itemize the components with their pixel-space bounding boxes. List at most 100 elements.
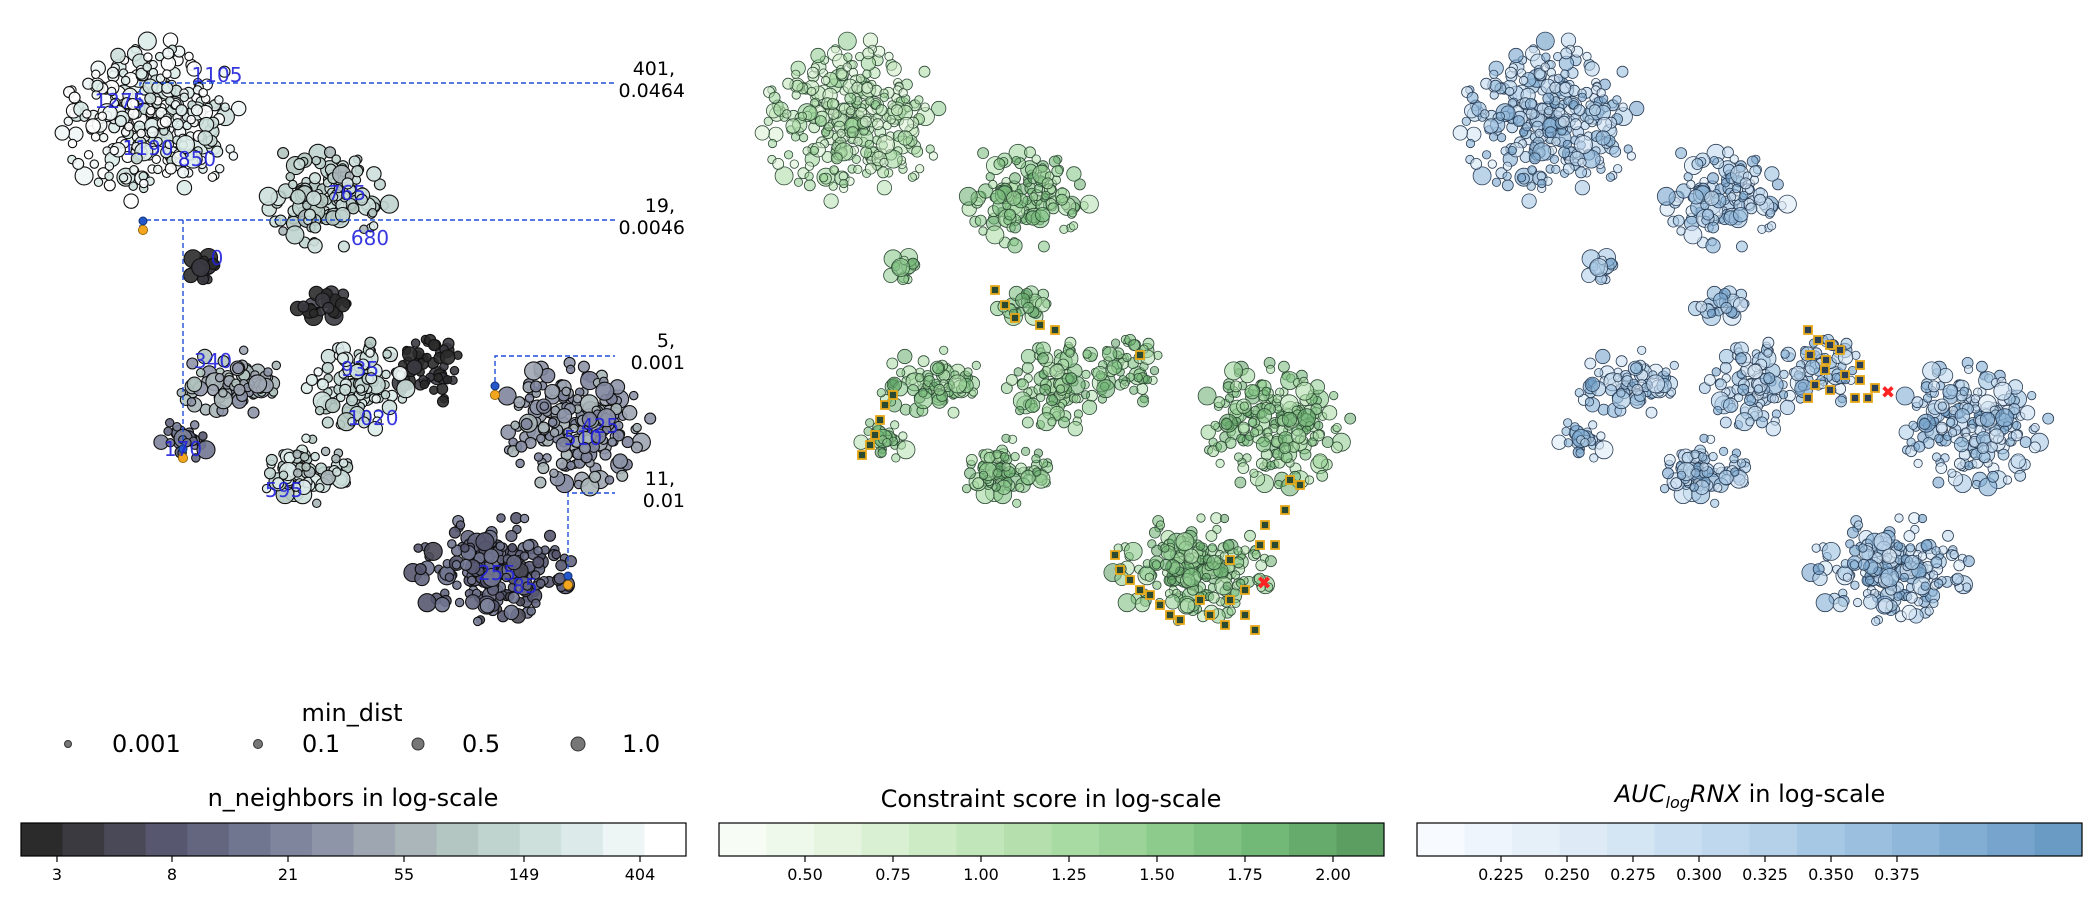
auc-point-marker [1803,325,1813,335]
scatter-point [1893,541,1903,551]
scatter-point [339,383,352,396]
scatter-point [1059,224,1069,234]
scatter-point [876,388,886,398]
scatter-point [433,372,444,383]
scatter-point [1236,433,1246,444]
scatter-point [964,467,976,480]
scatter-point [2012,420,2022,431]
scatter-point [896,440,916,460]
scatter-point [1133,372,1143,383]
scatter-point [120,75,131,86]
colorbar-title-auc: AUClogRNX in log-scale [1613,780,1885,812]
scatter-point [338,458,349,468]
scatter-point [164,139,175,150]
scatter-point [1736,240,1748,253]
scatter-point [1922,361,1941,381]
scatter-point [1618,102,1628,112]
scatter-point [323,146,337,159]
scatter-point [1501,179,1514,192]
scatter-point [513,396,526,409]
auc-point-marker [1825,385,1835,395]
scatter-point [143,52,153,62]
scatter-point [886,61,902,77]
scatter-point [164,162,177,175]
colorbar-tick-label: 404 [625,865,656,884]
scatter-point [1210,420,1220,430]
scatter-point [1612,95,1622,105]
scatter-point [1541,52,1551,62]
scatter-point [572,393,583,404]
scatter-point [313,367,323,377]
scatter-point [804,171,814,181]
scatter-point [1849,560,1860,570]
scatter-point [886,376,903,392]
scatter-point [1779,369,1789,379]
scatter-point [1762,336,1775,349]
selected-point [138,216,148,226]
scatter-point [1954,457,1966,470]
auc-point-marker [1863,393,1873,403]
scatter-point [1489,69,1499,79]
scatter-point [1215,458,1225,468]
scatter-point [1727,192,1737,202]
scatter-point [1778,194,1797,214]
scatter-point [1239,401,1249,411]
constraint-point-marker [1240,585,1250,595]
scatter-point [1037,352,1049,365]
colorbar-segment [478,823,521,856]
scatter-point [1932,452,1942,462]
scatter-point [475,532,495,552]
scatter-point [1207,591,1220,604]
scatter-point [442,374,453,385]
scatter-point [413,543,423,553]
scatter-point [233,383,246,396]
scatter-point [217,355,230,368]
scatter-point [83,150,94,160]
scatter-point [1947,468,1957,478]
scatter-point [197,130,213,146]
scatter-point [1739,177,1752,190]
scatter-point [1616,388,1626,398]
colorbar-segment [909,823,957,856]
scatter-point [1574,135,1593,155]
scatter-point [1047,417,1057,427]
scatter-point [791,90,801,100]
colorbar-segment [270,823,313,856]
scatter-point [1995,408,2014,428]
scatter-point [839,178,849,189]
scatter-point [1527,165,1537,175]
scatter-point [1645,406,1658,419]
scatter-point [1747,363,1763,380]
scatter-point [597,408,617,428]
scatter-point [1521,193,1537,209]
scatter-point [175,104,188,117]
legend-entry-label: 1.0 [622,730,660,758]
scatter-point [501,572,512,583]
scatter-point [381,369,391,380]
scatter-point [106,66,119,79]
colorbar-segment [2034,823,2083,856]
scatter-point [434,596,451,613]
selected-point [490,381,500,391]
scatter-point [382,349,392,359]
scatter-point [1012,498,1022,508]
scatter-point [1137,395,1149,408]
scatter-point [444,572,455,583]
scatter-point [539,401,550,411]
scatter-point [1251,549,1261,560]
scatter-point [220,102,230,112]
scatter-point [359,224,369,235]
scatter-point [1934,578,1944,589]
scatter-point [1756,416,1768,429]
annotation-label-line2: 0.001 [631,352,685,374]
scatter-point [207,172,218,182]
scatter-point [993,468,1003,478]
scatter-point [1719,416,1732,429]
auc-point-marker [1805,350,1815,360]
scatter-point [1928,380,1940,393]
scatter-point [530,570,541,580]
scatter-point [543,529,557,542]
scatter-point [1715,378,1727,391]
scatter-point [1563,438,1573,448]
colorbar-segment [104,823,147,856]
